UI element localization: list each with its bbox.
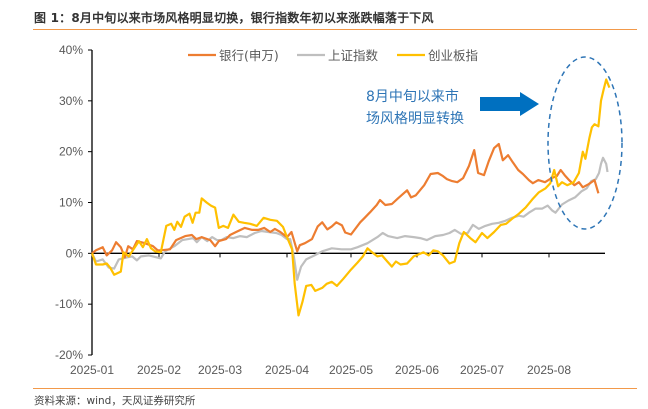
y-tick-label: 0% bbox=[66, 246, 84, 260]
highlight-ellipse bbox=[547, 56, 623, 230]
y-tick-label: -10% bbox=[55, 297, 83, 311]
x-axis: 2025-01 2025-02 2025-03 2025-04 2025-05 2025-… bbox=[70, 252, 605, 377]
y-tick-label: -20% bbox=[55, 348, 83, 362]
y-axis: -20% -10% 0% 10% 20% 30% 40% bbox=[55, 43, 93, 362]
series-group bbox=[90, 78, 611, 317]
series-line-chinext bbox=[90, 78, 611, 317]
y-tick-label: 10% bbox=[59, 196, 83, 210]
series-line-shanghai bbox=[91, 156, 609, 281]
header-divider bbox=[33, 29, 637, 30]
y-tick-label: 40% bbox=[59, 43, 83, 57]
arrow-icon bbox=[480, 92, 539, 116]
annotation-group bbox=[480, 56, 623, 230]
annotation-line-2: 场风格明显转换 bbox=[366, 111, 464, 127]
legend: 银行(申万) 上证指数 创业板指 bbox=[188, 48, 478, 63]
footer-divider bbox=[33, 388, 637, 389]
annotation-text: 8月中旬以来市 场风格明显转换 bbox=[366, 86, 464, 130]
x-tick-label: 2025-02 bbox=[137, 363, 181, 377]
x-tick-label: 2025-01 bbox=[70, 363, 114, 377]
x-tick-label: 2025-03 bbox=[198, 363, 242, 377]
figure-title: 图 1：8月中旬以来市场风格明显切换，银行指数年初以来涨跌幅落于下风 bbox=[34, 11, 434, 25]
legend-label-shanghai: 上证指数 bbox=[328, 48, 379, 63]
legend-label-banks: 银行(申万) bbox=[219, 48, 279, 63]
source-note: 资料来源：wind，天风证券研究所 bbox=[34, 395, 196, 407]
x-tick-label: 2025-06 bbox=[395, 363, 439, 377]
x-tick-label: 2025-04 bbox=[265, 363, 309, 377]
x-tick-label: 2025-05 bbox=[329, 363, 373, 377]
legend-label-chinext: 创业板指 bbox=[428, 48, 478, 63]
x-tick-label: 2025-08 bbox=[527, 363, 571, 377]
y-tick-label: 30% bbox=[59, 94, 83, 108]
annotation-line-1: 8月中旬以来市 bbox=[366, 89, 459, 105]
series-line-banks bbox=[91, 142, 600, 259]
y-tick-label: 20% bbox=[59, 145, 83, 159]
x-tick-label: 2025-07 bbox=[460, 363, 504, 377]
